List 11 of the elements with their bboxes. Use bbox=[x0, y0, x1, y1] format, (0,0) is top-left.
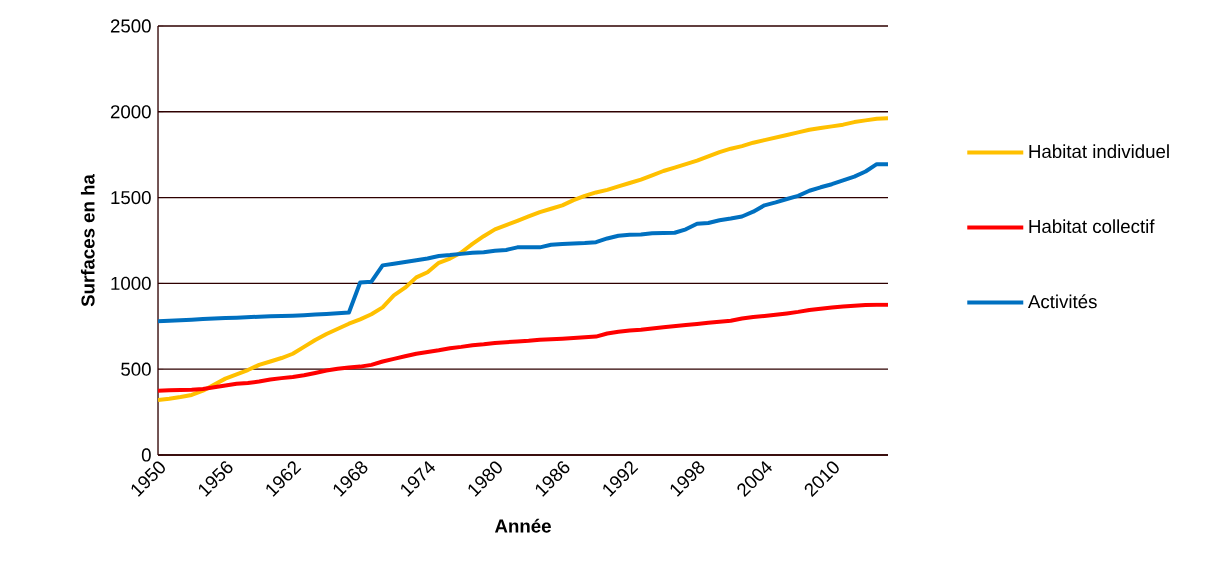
legend-label: Habitat collectif bbox=[1029, 219, 1155, 234]
y-tick-label: 1000 bbox=[111, 276, 151, 290]
x-axis-title: Année bbox=[494, 518, 551, 533]
y-tick-label: 0 bbox=[141, 448, 151, 462]
y-tick-label: 500 bbox=[121, 362, 151, 376]
y-axis-title: Surfaces en ha bbox=[80, 174, 95, 307]
y-tick-label: 1500 bbox=[111, 190, 151, 205]
legend-label: Habitat individuel bbox=[1029, 144, 1169, 159]
y-tick-label: 2500 bbox=[110, 19, 151, 33]
y-tick-label: 2000 bbox=[110, 105, 151, 119]
legend-label: Activités bbox=[1027, 294, 1097, 309]
